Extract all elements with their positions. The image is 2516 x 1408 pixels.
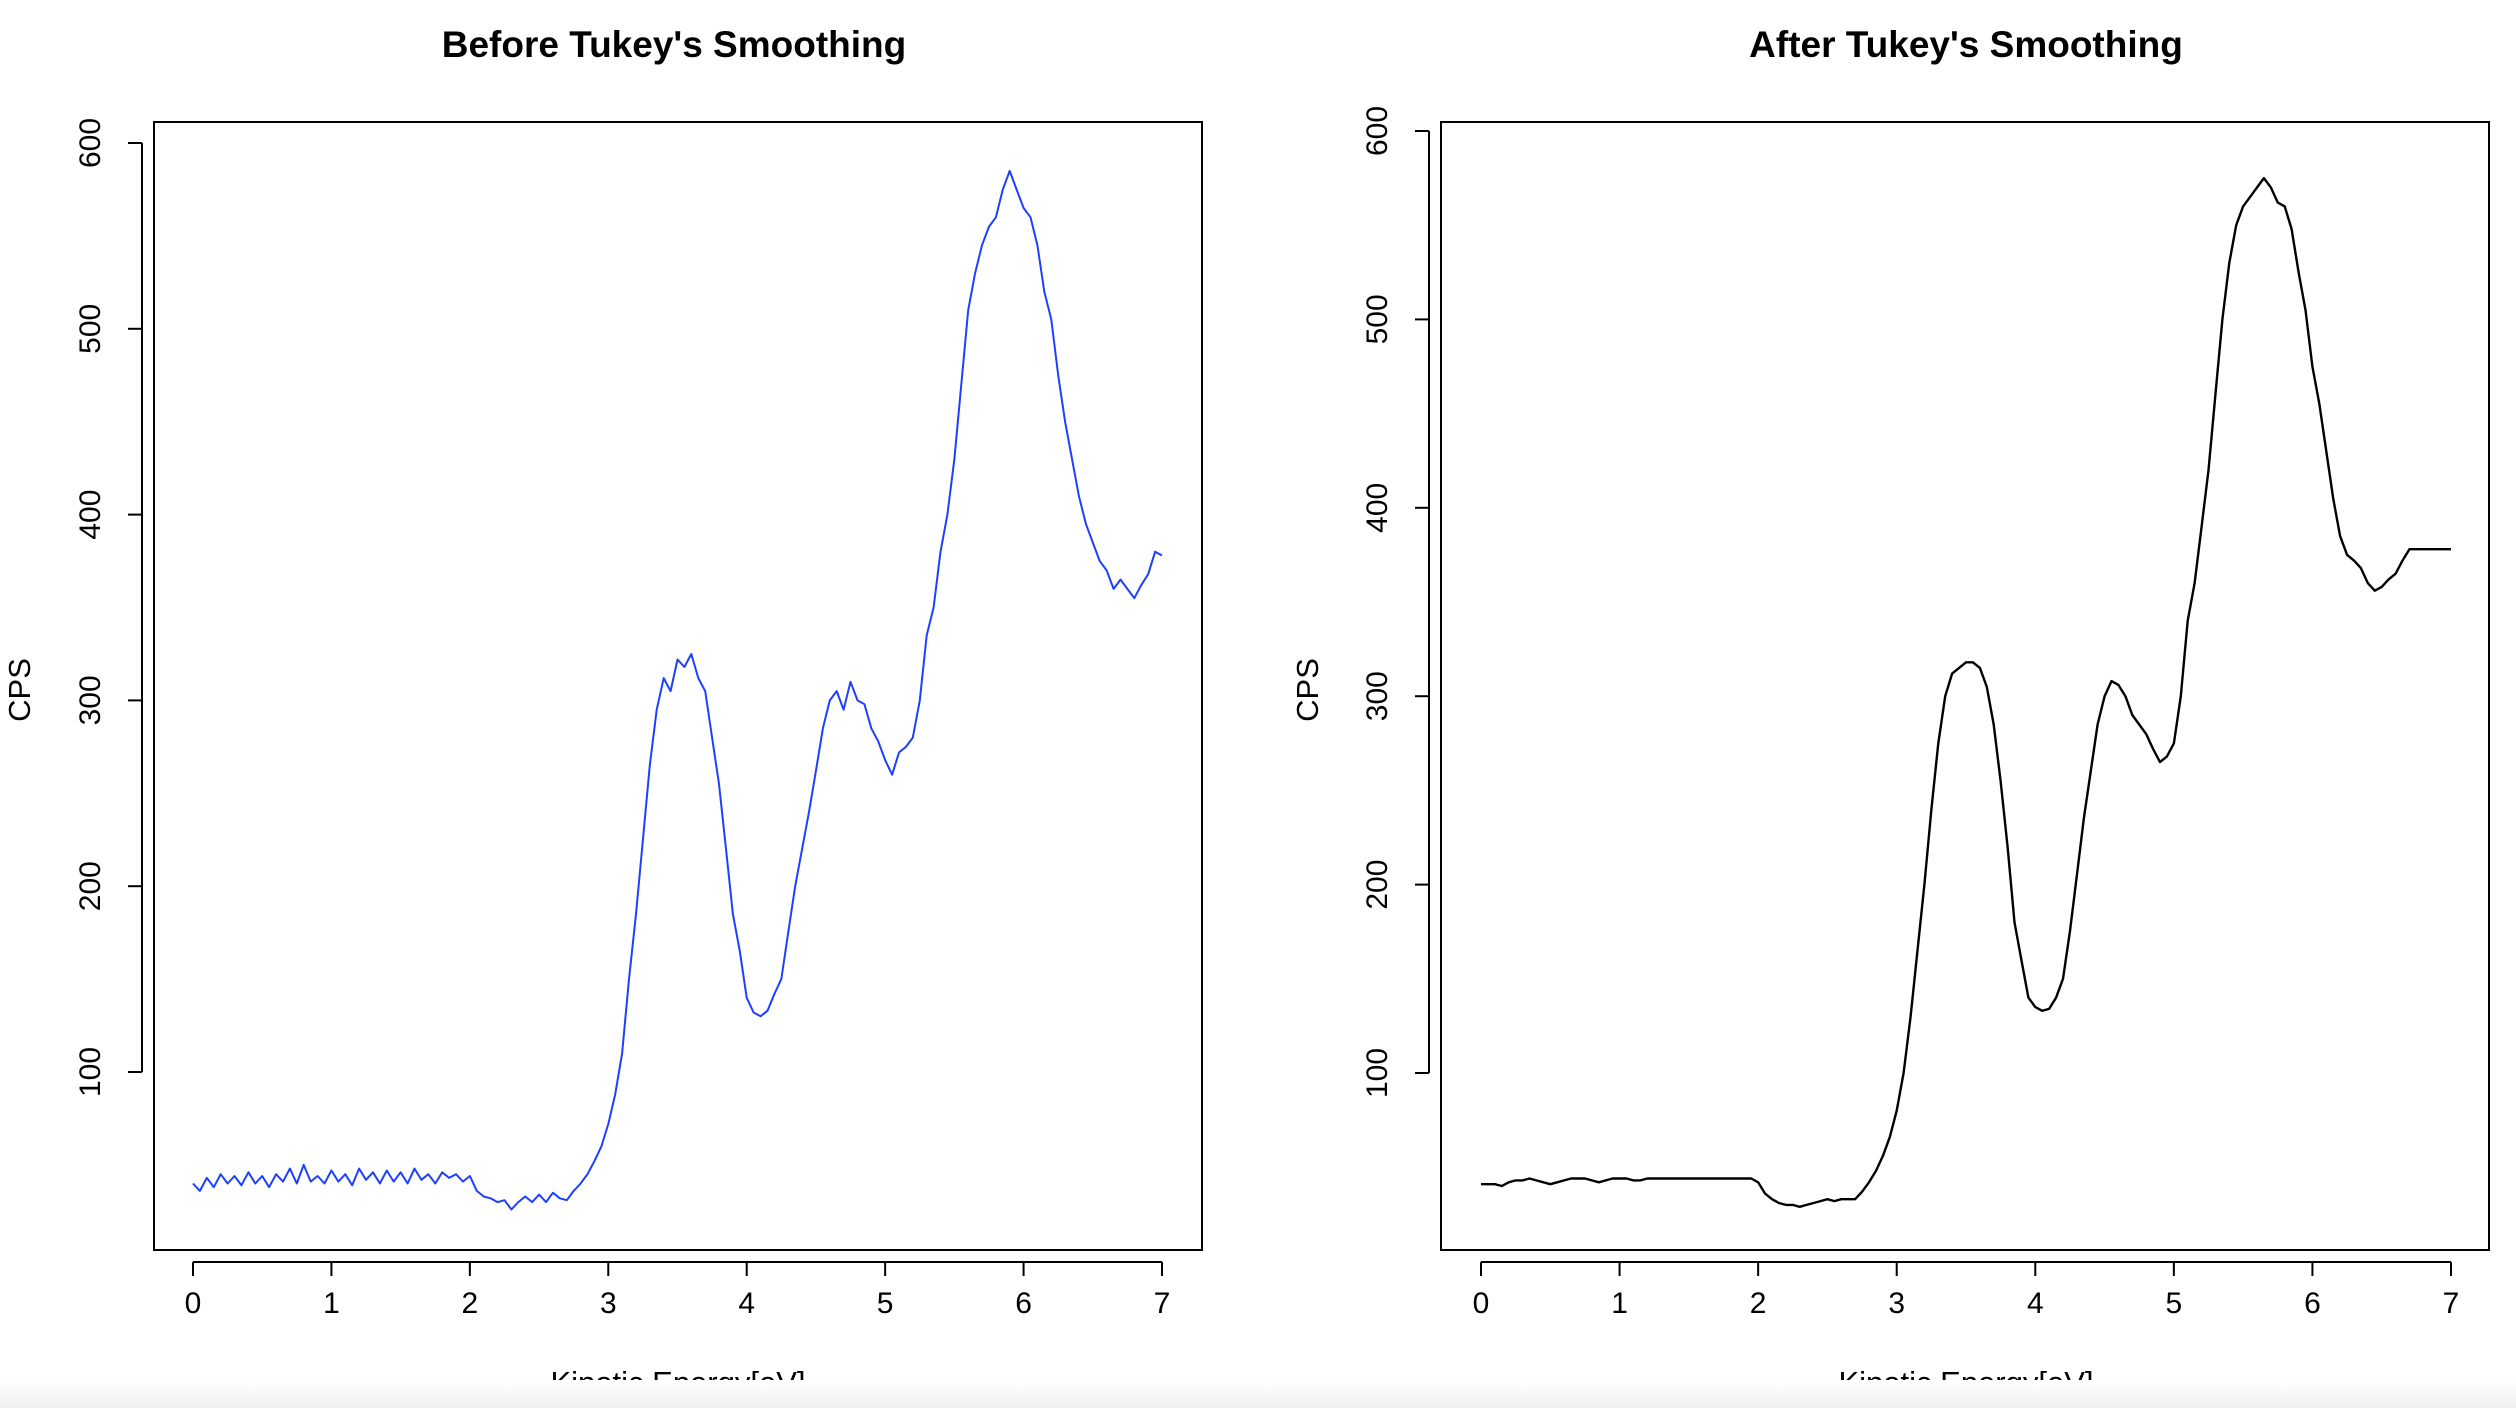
y-axis-label: CPS [2,658,37,722]
y-tick-label: 100 [1361,1048,1394,1098]
y-tick-label: 600 [1361,106,1394,156]
y-tick-label: 400 [1361,483,1394,533]
x-tick-label: 5 [2166,1287,2183,1320]
x-tick-label: 2 [1750,1287,1767,1320]
series-line [192,169,1163,1211]
x-tick-label: 0 [1473,1287,1490,1320]
chart-panel-before: Before Tukey's Smoothing 0 1 2 3 4 5 6 7 100 200… [2,24,1203,1400]
y-tick-label: 200 [1361,860,1394,910]
y-tick-label: 600 [74,118,107,168]
y-axis-label: CPS [1290,658,1325,722]
y-tick-label: 400 [74,490,107,540]
y-axis: 100 200 300 400 500 600 [1361,106,1430,1098]
x-tick-label: 7 [2443,1287,2460,1320]
plot-frame [1440,121,2490,1251]
x-tick-label: 3 [1888,1287,1905,1320]
x-tick-label: 1 [1611,1287,1628,1320]
y-tick-label: 100 [74,1047,107,1097]
y-tick-label: 500 [1361,294,1394,344]
chart-title: Before Tukey's Smoothing [442,24,907,65]
plot-frame [153,121,1203,1251]
y-axis: 100 200 300 400 500 600 [74,118,143,1097]
y-tick-label: 200 [74,861,107,911]
x-axis: 0 1 2 3 4 5 6 7 [1473,1261,2460,1320]
x-tick-label: 0 [185,1287,202,1320]
window-bottom-edge [0,1380,2516,1408]
y-tick-label: 300 [1361,671,1394,721]
y-tick-label: 500 [74,304,107,354]
x-tick-label: 4 [2027,1287,2044,1320]
chart-panel-after: After Tukey's Smoothing 0 1 2 3 4 5 6 7 100 200 3… [1290,24,2490,1400]
x-tick-label: 6 [1015,1287,1032,1320]
x-tick-label: 5 [877,1287,894,1320]
x-tick-label: 4 [738,1287,755,1320]
x-tick-label: 1 [323,1287,340,1320]
x-tick-label: 2 [462,1287,479,1320]
x-tick-label: 3 [600,1287,617,1320]
x-tick-label: 7 [1154,1287,1171,1320]
y-tick-label: 300 [74,675,107,725]
x-tick-label: 6 [2304,1287,2321,1320]
x-axis: 0 1 2 3 4 5 6 7 [185,1261,1171,1320]
series-line [1481,176,2451,1208]
chart-title: After Tukey's Smoothing [1749,24,2183,65]
